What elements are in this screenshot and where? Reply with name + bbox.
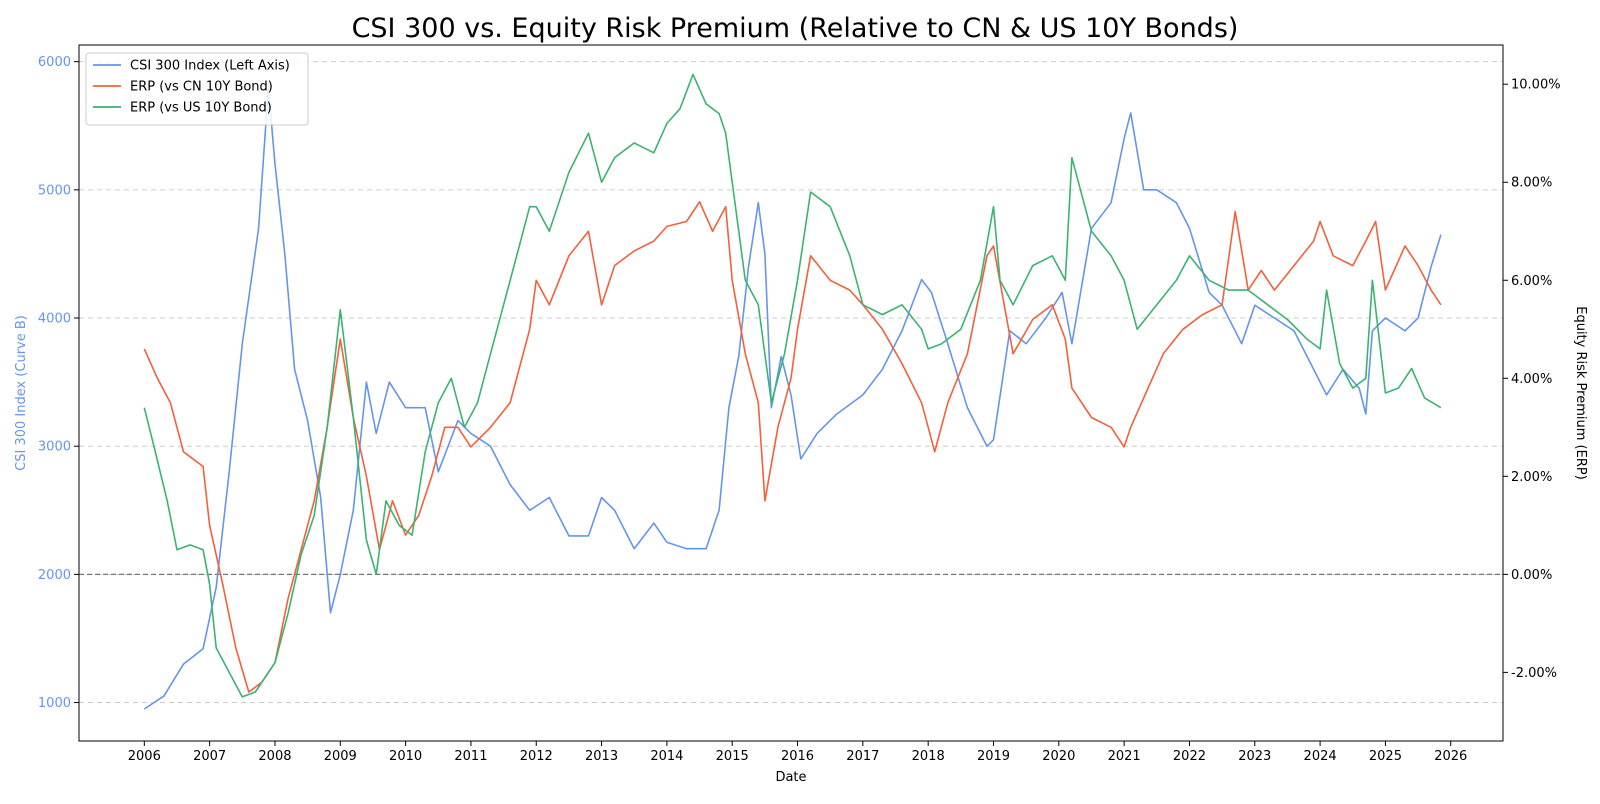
x-tick-label: 2021 xyxy=(1108,749,1141,764)
legend-label-2: ERP (vs US 10Y Bond) xyxy=(130,101,272,116)
plot-frame xyxy=(78,44,1504,742)
y-left-tick-label: 1000 xyxy=(38,696,71,711)
x-tick-label: 2008 xyxy=(258,749,291,764)
x-tick-label: 2009 xyxy=(324,749,357,764)
y-right-tick-label: 6.00% xyxy=(1511,274,1552,289)
y-axis-left-label: CSI 300 Index (Curve B) xyxy=(14,315,29,471)
y-left-tick-label: 3000 xyxy=(38,440,71,455)
series-line-1 xyxy=(143,201,1442,693)
legend: CSI 300 Index (Left Axis) ERP (vs CN 10Y … xyxy=(85,52,309,126)
y-axis-right-label: Equity Risk Premium (ERP) xyxy=(1573,306,1588,480)
y-axis-right: -2.00% 0.00% 2.00% 4.00% 6.00% 8.00% 10.00% xyxy=(1503,78,1561,681)
series-line-0 xyxy=(143,86,1442,710)
x-tick-label: 2024 xyxy=(1304,749,1337,764)
x-tick-label: 2013 xyxy=(585,749,618,764)
x-tick-label: 2020 xyxy=(1042,749,1075,764)
y-axis-left: 1000 2000 3000 4000 5000 6000 xyxy=(38,55,79,711)
chart-title: CSI 300 vs. Equity Risk Premium (Relativ… xyxy=(352,13,1239,44)
x-tick-label: 2010 xyxy=(389,749,422,764)
y-left-tick-label: 6000 xyxy=(38,55,71,70)
y-right-tick-label: 8.00% xyxy=(1511,176,1552,191)
legend-label-0: CSI 300 Index (Left Axis) xyxy=(130,59,290,74)
x-tick-label: 2006 xyxy=(128,749,161,764)
x-tick-label: 2018 xyxy=(912,749,945,764)
x-tick-label: 2011 xyxy=(454,749,487,764)
legend-box xyxy=(85,52,309,126)
series-layer xyxy=(143,73,1442,710)
y-left-tick-label: 5000 xyxy=(38,183,71,198)
x-axis: 2006 2007 2008 2009 2010 2011 2012 2013 2014 2015… xyxy=(128,741,1467,764)
x-tick-label: 2025 xyxy=(1369,749,1402,764)
y-right-tick-label: 4.00% xyxy=(1511,372,1552,387)
x-tick-label: 2019 xyxy=(977,749,1010,764)
x-tick-label: 2007 xyxy=(193,749,226,764)
x-axis-label: Date xyxy=(775,770,806,785)
x-tick-label: 2023 xyxy=(1238,749,1271,764)
x-tick-label: 2016 xyxy=(781,749,814,764)
y-right-tick-label: 10.00% xyxy=(1511,78,1561,93)
x-tick-label: 2026 xyxy=(1434,749,1467,764)
x-tick-label: 2017 xyxy=(846,749,879,764)
legend-label-1: ERP (vs CN 10Y Bond) xyxy=(130,80,273,95)
grid-layer xyxy=(79,61,1503,704)
y-left-tick-label: 2000 xyxy=(38,568,71,583)
x-tick-label: 2015 xyxy=(716,749,749,764)
y-right-tick-label: 0.00% xyxy=(1511,568,1552,583)
x-tick-label: 2014 xyxy=(650,749,683,764)
x-tick-label: 2022 xyxy=(1173,749,1206,764)
series-line-2 xyxy=(143,73,1442,698)
y-right-tick-label: 2.00% xyxy=(1511,470,1552,485)
y-left-tick-label: 4000 xyxy=(38,312,71,327)
y-right-tick-label: -2.00% xyxy=(1511,666,1557,681)
x-tick-label: 2012 xyxy=(520,749,553,764)
